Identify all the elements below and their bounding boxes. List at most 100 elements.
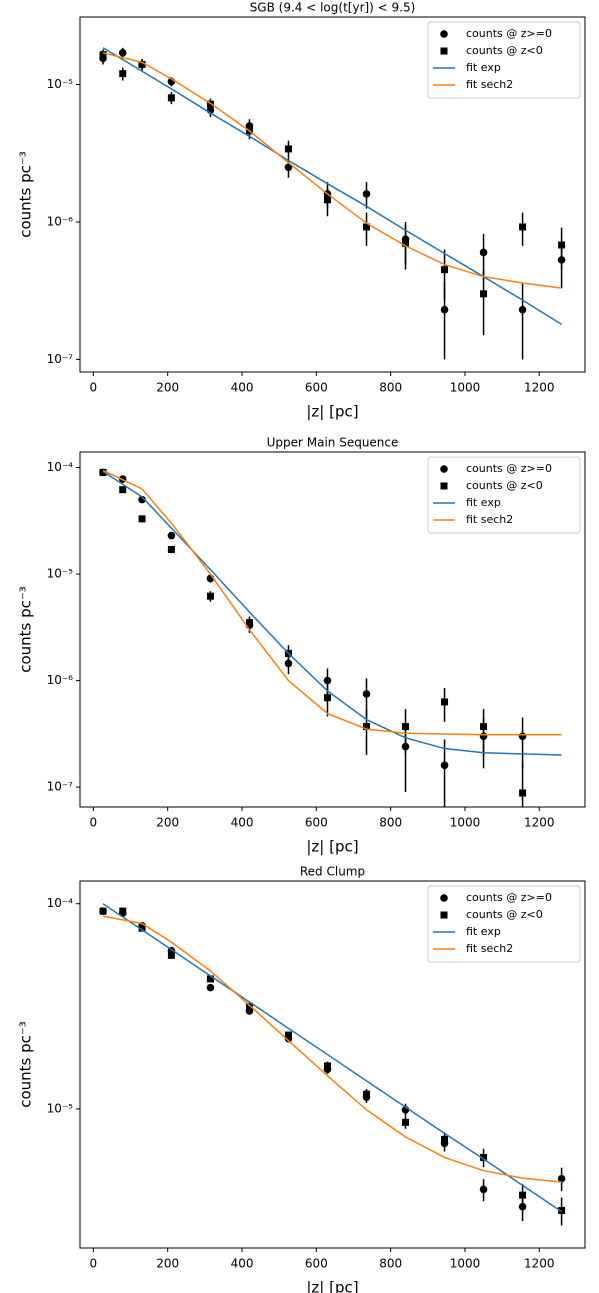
point <box>323 676 332 685</box>
point <box>441 698 449 706</box>
x-tick-label: 600 <box>305 1257 328 1271</box>
fit-line <box>102 903 563 1213</box>
point <box>402 723 410 731</box>
chart-title: Red Clump <box>300 865 365 879</box>
x-axis-label: |z| [pc] <box>306 403 358 421</box>
axes-frame <box>79 451 586 808</box>
point <box>206 592 214 600</box>
x-tick-label: 0 <box>90 816 98 830</box>
legend-swatch <box>440 894 448 902</box>
y-tick-label: 10⁻⁵ <box>47 77 74 91</box>
point <box>480 723 488 731</box>
fit-line <box>102 469 562 736</box>
legend-label: counts @ z>=0 <box>466 891 552 904</box>
x-tick-label: 400 <box>231 381 254 395</box>
fit-line <box>102 915 562 1183</box>
point <box>167 94 175 102</box>
point <box>119 486 127 494</box>
x-tick-label: 1200 <box>524 1257 555 1271</box>
point <box>99 51 107 59</box>
y-tick-label: 10⁻⁷ <box>47 352 74 366</box>
point <box>480 1153 488 1161</box>
chart-title: SGB (9.4 < log(t[yr]) < 9.5) <box>250 1 416 15</box>
point <box>558 1206 566 1214</box>
legend-label: fit exp <box>466 61 501 74</box>
point <box>323 196 331 204</box>
point <box>118 49 127 57</box>
legend-swatch <box>440 47 448 55</box>
legend-label: counts @ z>=0 <box>466 462 552 475</box>
point <box>119 70 127 78</box>
panel: SGB (9.4 < log(t[yr]) < 9.5) |z| [pc] coun… <box>17 1 586 421</box>
point <box>323 694 331 702</box>
point <box>138 515 146 523</box>
point <box>363 723 371 731</box>
legend-box <box>427 456 581 534</box>
axes-frame <box>79 16 586 373</box>
x-tick-label: 1200 <box>524 381 555 395</box>
point <box>479 248 488 257</box>
y-tick-label: 10⁻⁶ <box>47 673 74 687</box>
legend-label: fit exp <box>466 925 501 938</box>
point <box>245 619 253 627</box>
plot-area <box>99 47 566 360</box>
x-tick-label: 200 <box>156 1257 179 1271</box>
legend-box <box>427 21 581 99</box>
x-tick-label: 800 <box>379 816 402 830</box>
panel: Red Clump |z| [pc] counts pc⁻³ 0 200 400 600 80… <box>17 865 586 1293</box>
legend-label: fit exp <box>466 496 501 509</box>
x-tick-label: 800 <box>379 1257 402 1271</box>
x-tick-label: 600 <box>305 381 328 395</box>
legend-label: counts @ z>=0 <box>466 27 552 40</box>
point <box>519 223 527 231</box>
point <box>402 239 410 247</box>
point <box>402 1118 410 1126</box>
legend-label: fit sech2 <box>466 513 513 526</box>
point <box>167 546 175 554</box>
point <box>99 907 107 915</box>
axes-frame <box>79 880 586 1249</box>
y-tick-label: 10⁻⁴ <box>47 896 74 910</box>
legend-swatch <box>440 911 448 919</box>
x-tick-label: 0 <box>90 381 98 395</box>
legend-swatch <box>440 465 448 473</box>
legend: counts @ z>=0 counts @ z<0 fit exp fit sech… <box>427 885 581 963</box>
x-tick-label: 600 <box>305 816 328 830</box>
point <box>323 1062 331 1070</box>
x-tick-label: 800 <box>379 381 402 395</box>
y-axis-label: counts pc⁻³ <box>17 1021 35 1108</box>
legend: counts @ z>=0 counts @ z<0 fit exp fit sech… <box>427 21 581 99</box>
point <box>363 1090 371 1098</box>
panel: Upper Main Sequence |z| [pc] counts pc⁻³ 0 2… <box>17 436 586 856</box>
x-tick-label: 1200 <box>524 816 555 830</box>
point <box>558 241 566 249</box>
legend-swatch <box>440 482 448 490</box>
point <box>518 305 527 314</box>
point <box>206 983 215 992</box>
point <box>519 1191 527 1199</box>
point <box>362 690 371 698</box>
x-axis-label: |z| [pc] <box>306 1279 358 1293</box>
point <box>441 1135 449 1143</box>
y-axis-label: counts pc⁻³ <box>17 586 35 673</box>
point <box>99 468 107 476</box>
point <box>362 190 371 198</box>
y-tick-label: 10⁻⁶ <box>47 214 74 228</box>
point <box>518 732 527 741</box>
plot-area <box>99 903 566 1226</box>
point <box>284 145 292 153</box>
point <box>167 531 176 540</box>
point <box>557 1174 566 1183</box>
legend-label: counts @ z<0 <box>466 44 543 57</box>
point <box>440 761 449 770</box>
x-tick-label: 400 <box>231 1257 254 1271</box>
legend-label: counts @ z<0 <box>466 479 543 492</box>
x-tick-label: 1000 <box>450 816 481 830</box>
fit-line <box>102 470 562 756</box>
chart-title: Upper Main Sequence <box>267 436 399 450</box>
x-tick-label: 200 <box>156 381 179 395</box>
x-tick-label: 1000 <box>450 1257 481 1271</box>
x-tick-label: 400 <box>231 816 254 830</box>
x-tick-label: 0 <box>90 1257 98 1271</box>
